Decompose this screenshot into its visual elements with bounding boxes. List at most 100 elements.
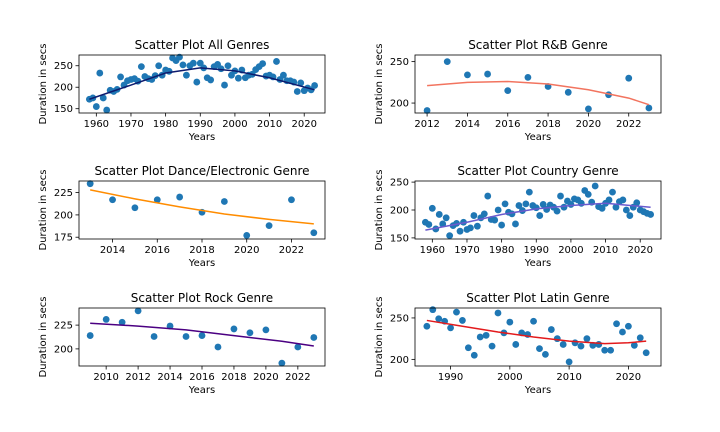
data-point bbox=[625, 75, 632, 82]
x-tick-label: 1970 bbox=[118, 119, 143, 130]
x-tick-label: 2010 bbox=[556, 372, 581, 383]
data-point bbox=[103, 316, 110, 323]
x-tick-label: 2020 bbox=[627, 245, 652, 256]
data-point bbox=[215, 344, 222, 351]
x-tick-label: 2020 bbox=[616, 372, 641, 383]
data-point bbox=[613, 320, 620, 327]
data-point bbox=[530, 318, 537, 325]
data-point bbox=[601, 347, 608, 354]
x-tick-label: 1990 bbox=[438, 372, 463, 383]
data-point bbox=[489, 343, 496, 350]
data-point bbox=[259, 60, 266, 67]
x-tick-label: 2020 bbox=[253, 372, 278, 383]
data-point bbox=[512, 341, 519, 348]
data-point bbox=[643, 349, 650, 356]
data-point bbox=[447, 324, 454, 331]
x-tick-label: 2020 bbox=[291, 119, 316, 130]
data-point bbox=[536, 212, 543, 219]
data-point bbox=[646, 105, 653, 112]
x-tick-label: 2018 bbox=[189, 245, 214, 256]
data-point bbox=[138, 63, 145, 70]
x-tick-label: 1990 bbox=[188, 119, 213, 130]
data-point bbox=[619, 329, 626, 336]
data-point bbox=[525, 74, 532, 81]
x-tick-label: 1980 bbox=[489, 245, 514, 256]
x-tick-label: 2022 bbox=[285, 372, 310, 383]
data-point bbox=[619, 197, 626, 204]
y-tick-label: 150 bbox=[390, 233, 409, 244]
data-point bbox=[310, 229, 317, 236]
data-point bbox=[484, 71, 491, 78]
data-point bbox=[625, 323, 632, 330]
y-tick-label: 150 bbox=[54, 104, 73, 115]
data-point bbox=[453, 309, 460, 316]
data-point bbox=[467, 224, 474, 231]
chart-title: Scatter Plot Dance/Electronic Genre bbox=[94, 164, 309, 178]
data-point bbox=[243, 232, 250, 239]
y-tick-label: 200 bbox=[390, 206, 409, 217]
x-tick-label: 2012 bbox=[414, 119, 439, 130]
x-tick-label: 1960 bbox=[84, 119, 109, 130]
x-axis-label: Years bbox=[524, 385, 551, 396]
data-point bbox=[578, 343, 585, 350]
x-tick-label: 2022 bbox=[279, 245, 304, 256]
y-tick-label: 200 bbox=[54, 344, 73, 355]
data-point bbox=[425, 221, 432, 228]
data-point bbox=[310, 334, 317, 341]
data-point bbox=[436, 211, 443, 218]
trend-line bbox=[90, 190, 314, 224]
data-point bbox=[183, 333, 190, 340]
subplot-1: Scatter Plot All Genres 1960 1970 1980 1990 2… bbox=[38, 38, 325, 143]
x-tick-label: 2000 bbox=[558, 245, 583, 256]
data-point bbox=[446, 232, 453, 239]
data-point bbox=[491, 217, 498, 224]
data-point bbox=[221, 198, 228, 205]
x-tick-label: 2018 bbox=[221, 372, 246, 383]
y-tick-label: 200 bbox=[390, 99, 409, 110]
x-tick-label: 2022 bbox=[616, 119, 641, 130]
data-point bbox=[117, 74, 124, 81]
x-tick-label: 2018 bbox=[535, 119, 560, 130]
data-point bbox=[557, 193, 564, 200]
data-point bbox=[566, 358, 573, 365]
data-point bbox=[132, 204, 139, 211]
subplot-5: Scatter Plot Rock Genre2010 2012 2014 2016 2… bbox=[38, 291, 325, 396]
data-point bbox=[637, 334, 644, 341]
data-point bbox=[481, 211, 488, 218]
data-point bbox=[592, 183, 599, 190]
data-point bbox=[190, 60, 197, 67]
data-point bbox=[87, 332, 94, 339]
chart-title: Scatter Plot Country Genre bbox=[457, 164, 618, 178]
x-tick-label: 2014 bbox=[455, 119, 480, 130]
data-point bbox=[595, 341, 602, 348]
y-tick-label: 250 bbox=[390, 57, 409, 68]
y-axis-label: Duration in secs bbox=[38, 297, 49, 378]
data-point bbox=[585, 105, 592, 112]
data-point bbox=[533, 204, 540, 211]
data-point bbox=[606, 197, 613, 204]
data-point bbox=[183, 72, 190, 79]
data-point bbox=[221, 82, 228, 89]
data-point bbox=[207, 77, 214, 84]
x-tick-label: 1980 bbox=[153, 119, 178, 130]
data-point bbox=[273, 58, 280, 65]
y-axis-label: Duration in secs bbox=[38, 44, 49, 125]
y-axis-label: Duration in secs bbox=[38, 170, 49, 251]
trend-line bbox=[427, 82, 649, 105]
data-point bbox=[626, 212, 633, 219]
data-point bbox=[522, 200, 529, 207]
x-axis-label: Years bbox=[524, 258, 551, 269]
data-point bbox=[565, 89, 572, 96]
data-point bbox=[542, 351, 549, 358]
data-point bbox=[584, 335, 591, 342]
data-point bbox=[465, 344, 472, 351]
data-point bbox=[471, 352, 478, 359]
chart-title: Scatter Plot All Genres bbox=[135, 38, 270, 52]
data-point bbox=[474, 223, 481, 230]
data-point bbox=[231, 326, 238, 333]
data-point bbox=[526, 189, 533, 196]
data-point bbox=[483, 332, 490, 339]
data-point bbox=[554, 208, 561, 215]
data-point bbox=[151, 333, 158, 340]
